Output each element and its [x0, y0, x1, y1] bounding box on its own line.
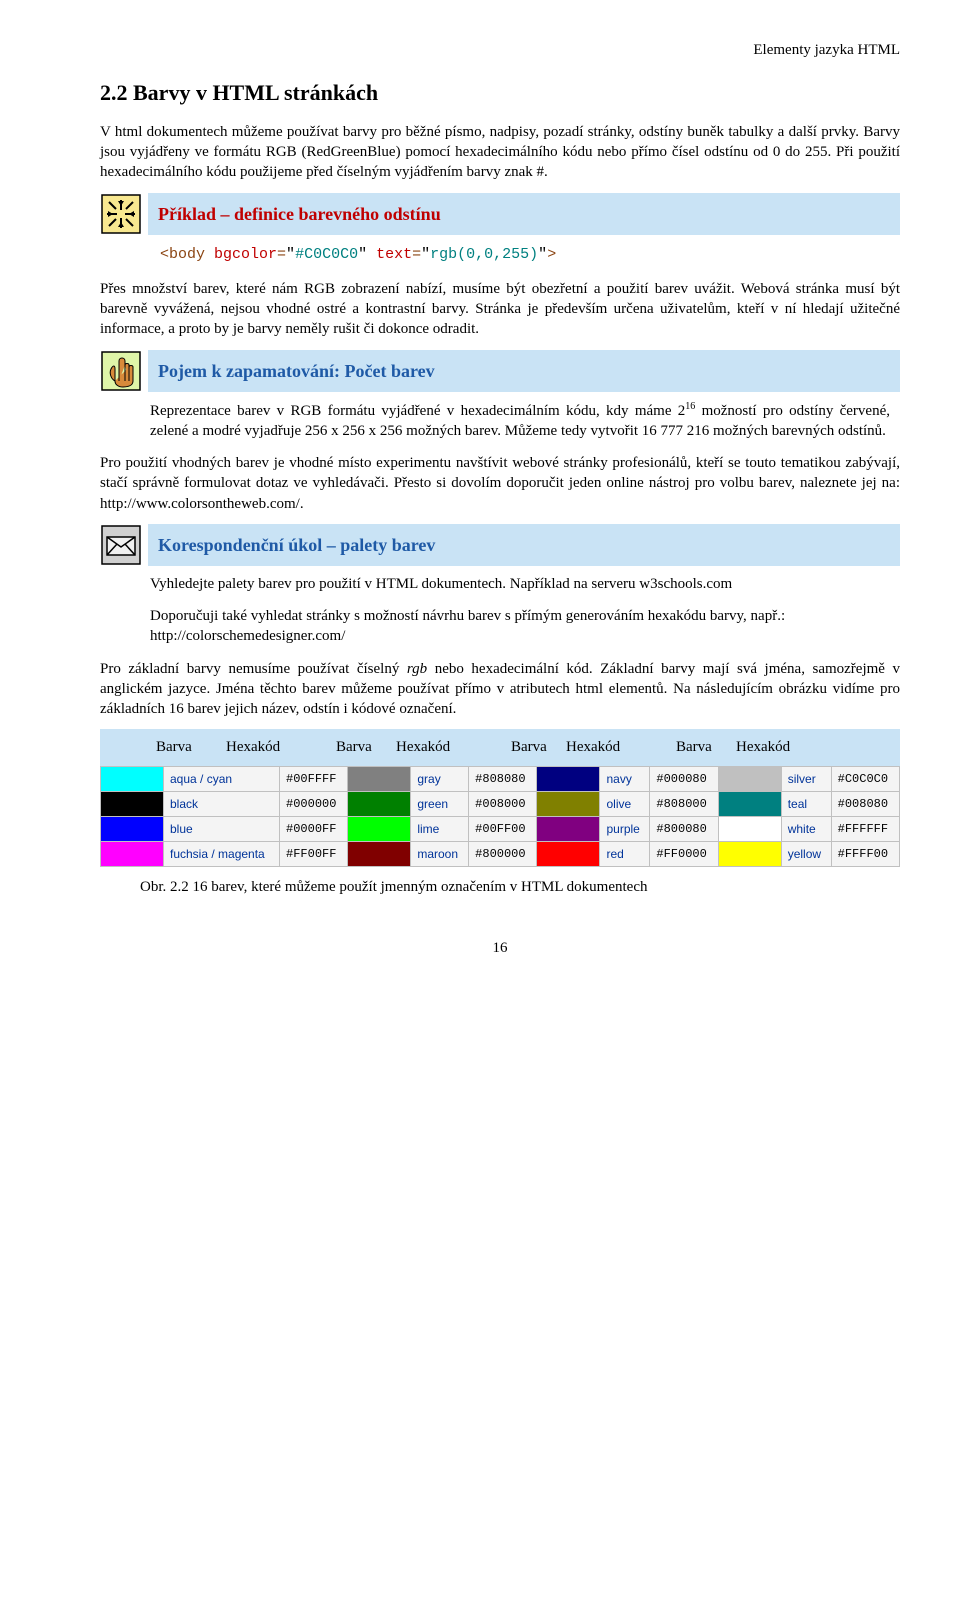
- paragraph-profesionals: Pro použití vhodných barev je vhodné mís…: [100, 453, 900, 514]
- color-hex: #000080: [650, 766, 718, 791]
- color-name: black: [164, 791, 280, 816]
- table-row: aqua / cyan#00FFFF gray#808080 navy#0000…: [101, 766, 900, 791]
- color-name: white: [781, 817, 831, 842]
- color-swatch: [348, 817, 411, 842]
- color-hex: #808080: [469, 766, 537, 791]
- color-hex: #800000: [469, 842, 537, 867]
- color-swatch: [537, 817, 600, 842]
- color-swatch: [348, 766, 411, 791]
- color-name: olive: [600, 791, 650, 816]
- color-name: fuchsia / magenta: [164, 842, 280, 867]
- paragraph-intro: V html dokumentech můžeme používat barvy…: [100, 122, 900, 183]
- task-body-1: Vyhledejte palety barev pro použití v HT…: [150, 574, 890, 594]
- color-swatch: [348, 842, 411, 867]
- color-swatch: [718, 817, 781, 842]
- color-swatch: [718, 842, 781, 867]
- color-swatch: [101, 817, 164, 842]
- example-icon: [100, 193, 142, 235]
- color-swatch: [718, 766, 781, 791]
- color-name: aqua / cyan: [164, 766, 280, 791]
- color-hex: #0000FF: [280, 817, 348, 842]
- color-swatch: [537, 842, 600, 867]
- page-number: 16: [100, 938, 900, 958]
- color-name: teal: [781, 791, 831, 816]
- color-hex: #808000: [650, 791, 718, 816]
- code-example: <body bgcolor="#C0C0C0" text="rgb(0,0,25…: [160, 245, 900, 265]
- envelope-icon: [100, 524, 142, 566]
- section-heading: 2.2 Barvy v HTML stránkách: [100, 78, 900, 108]
- color-swatch: [348, 791, 411, 816]
- color-hex: #FFFFFF: [831, 817, 899, 842]
- color-hex: #008080: [831, 791, 899, 816]
- color-name: purple: [600, 817, 650, 842]
- task-body-2: Doporučuji také vyhledat stránky s možno…: [150, 606, 890, 647]
- color-swatch: [537, 791, 600, 816]
- table-row: black#000000 green#008000 olive#808000 t…: [101, 791, 900, 816]
- color-swatch: [718, 791, 781, 816]
- color-hex: #C0C0C0: [831, 766, 899, 791]
- color-name: yellow: [781, 842, 831, 867]
- color-name: lime: [411, 817, 469, 842]
- color-name: gray: [411, 766, 469, 791]
- color-hex: #FFFF00: [831, 842, 899, 867]
- color-name: green: [411, 791, 469, 816]
- paragraph-warning: Přes množství barev, které nám RGB zobra…: [100, 279, 900, 340]
- color-hex: #000000: [280, 791, 348, 816]
- color-table-header: Barva Hexakód Barva Hexakód Barva Hexakó…: [100, 729, 900, 765]
- figure-caption: Obr. 2.2 16 barev, které můžeme použít j…: [140, 877, 900, 897]
- color-name: silver: [781, 766, 831, 791]
- remember-body: Reprezentace barev v RGB formátu vyjádře…: [150, 400, 890, 442]
- color-hex: #008000: [469, 791, 537, 816]
- callout-example: Příklad – definice barevného odstínu: [100, 193, 900, 235]
- color-swatch: [101, 791, 164, 816]
- callout-example-title: Příklad – definice barevného odstínu: [148, 193, 900, 235]
- color-hex: #FF0000: [650, 842, 718, 867]
- remember-icon: [100, 350, 142, 392]
- color-swatch: [101, 766, 164, 791]
- table-row: blue#0000FF lime#00FF00 purple#800080 wh…: [101, 817, 900, 842]
- color-name: blue: [164, 817, 280, 842]
- callout-task-title: Korespondenční úkol – palety barev: [148, 524, 900, 566]
- paragraph-basic-colors: Pro základní barvy nemusíme používat čís…: [100, 659, 900, 720]
- color-name: navy: [600, 766, 650, 791]
- callout-remember: Pojem k zapamatování: Počet barev: [100, 350, 900, 392]
- page-header-right: Elementy jazyka HTML: [100, 40, 900, 60]
- color-table: aqua / cyan#00FFFF gray#808080 navy#0000…: [100, 766, 900, 868]
- color-hex: #800080: [650, 817, 718, 842]
- callout-task: Korespondenční úkol – palety barev: [100, 524, 900, 566]
- color-hex: #00FF00: [469, 817, 537, 842]
- color-hex: #FF00FF: [280, 842, 348, 867]
- table-row: fuchsia / magenta#FF00FF maroon#800000 r…: [101, 842, 900, 867]
- color-hex: #00FFFF: [280, 766, 348, 791]
- callout-remember-title: Pojem k zapamatování: Počet barev: [148, 350, 900, 392]
- color-swatch: [537, 766, 600, 791]
- color-swatch: [101, 842, 164, 867]
- color-name: maroon: [411, 842, 469, 867]
- color-name: red: [600, 842, 650, 867]
